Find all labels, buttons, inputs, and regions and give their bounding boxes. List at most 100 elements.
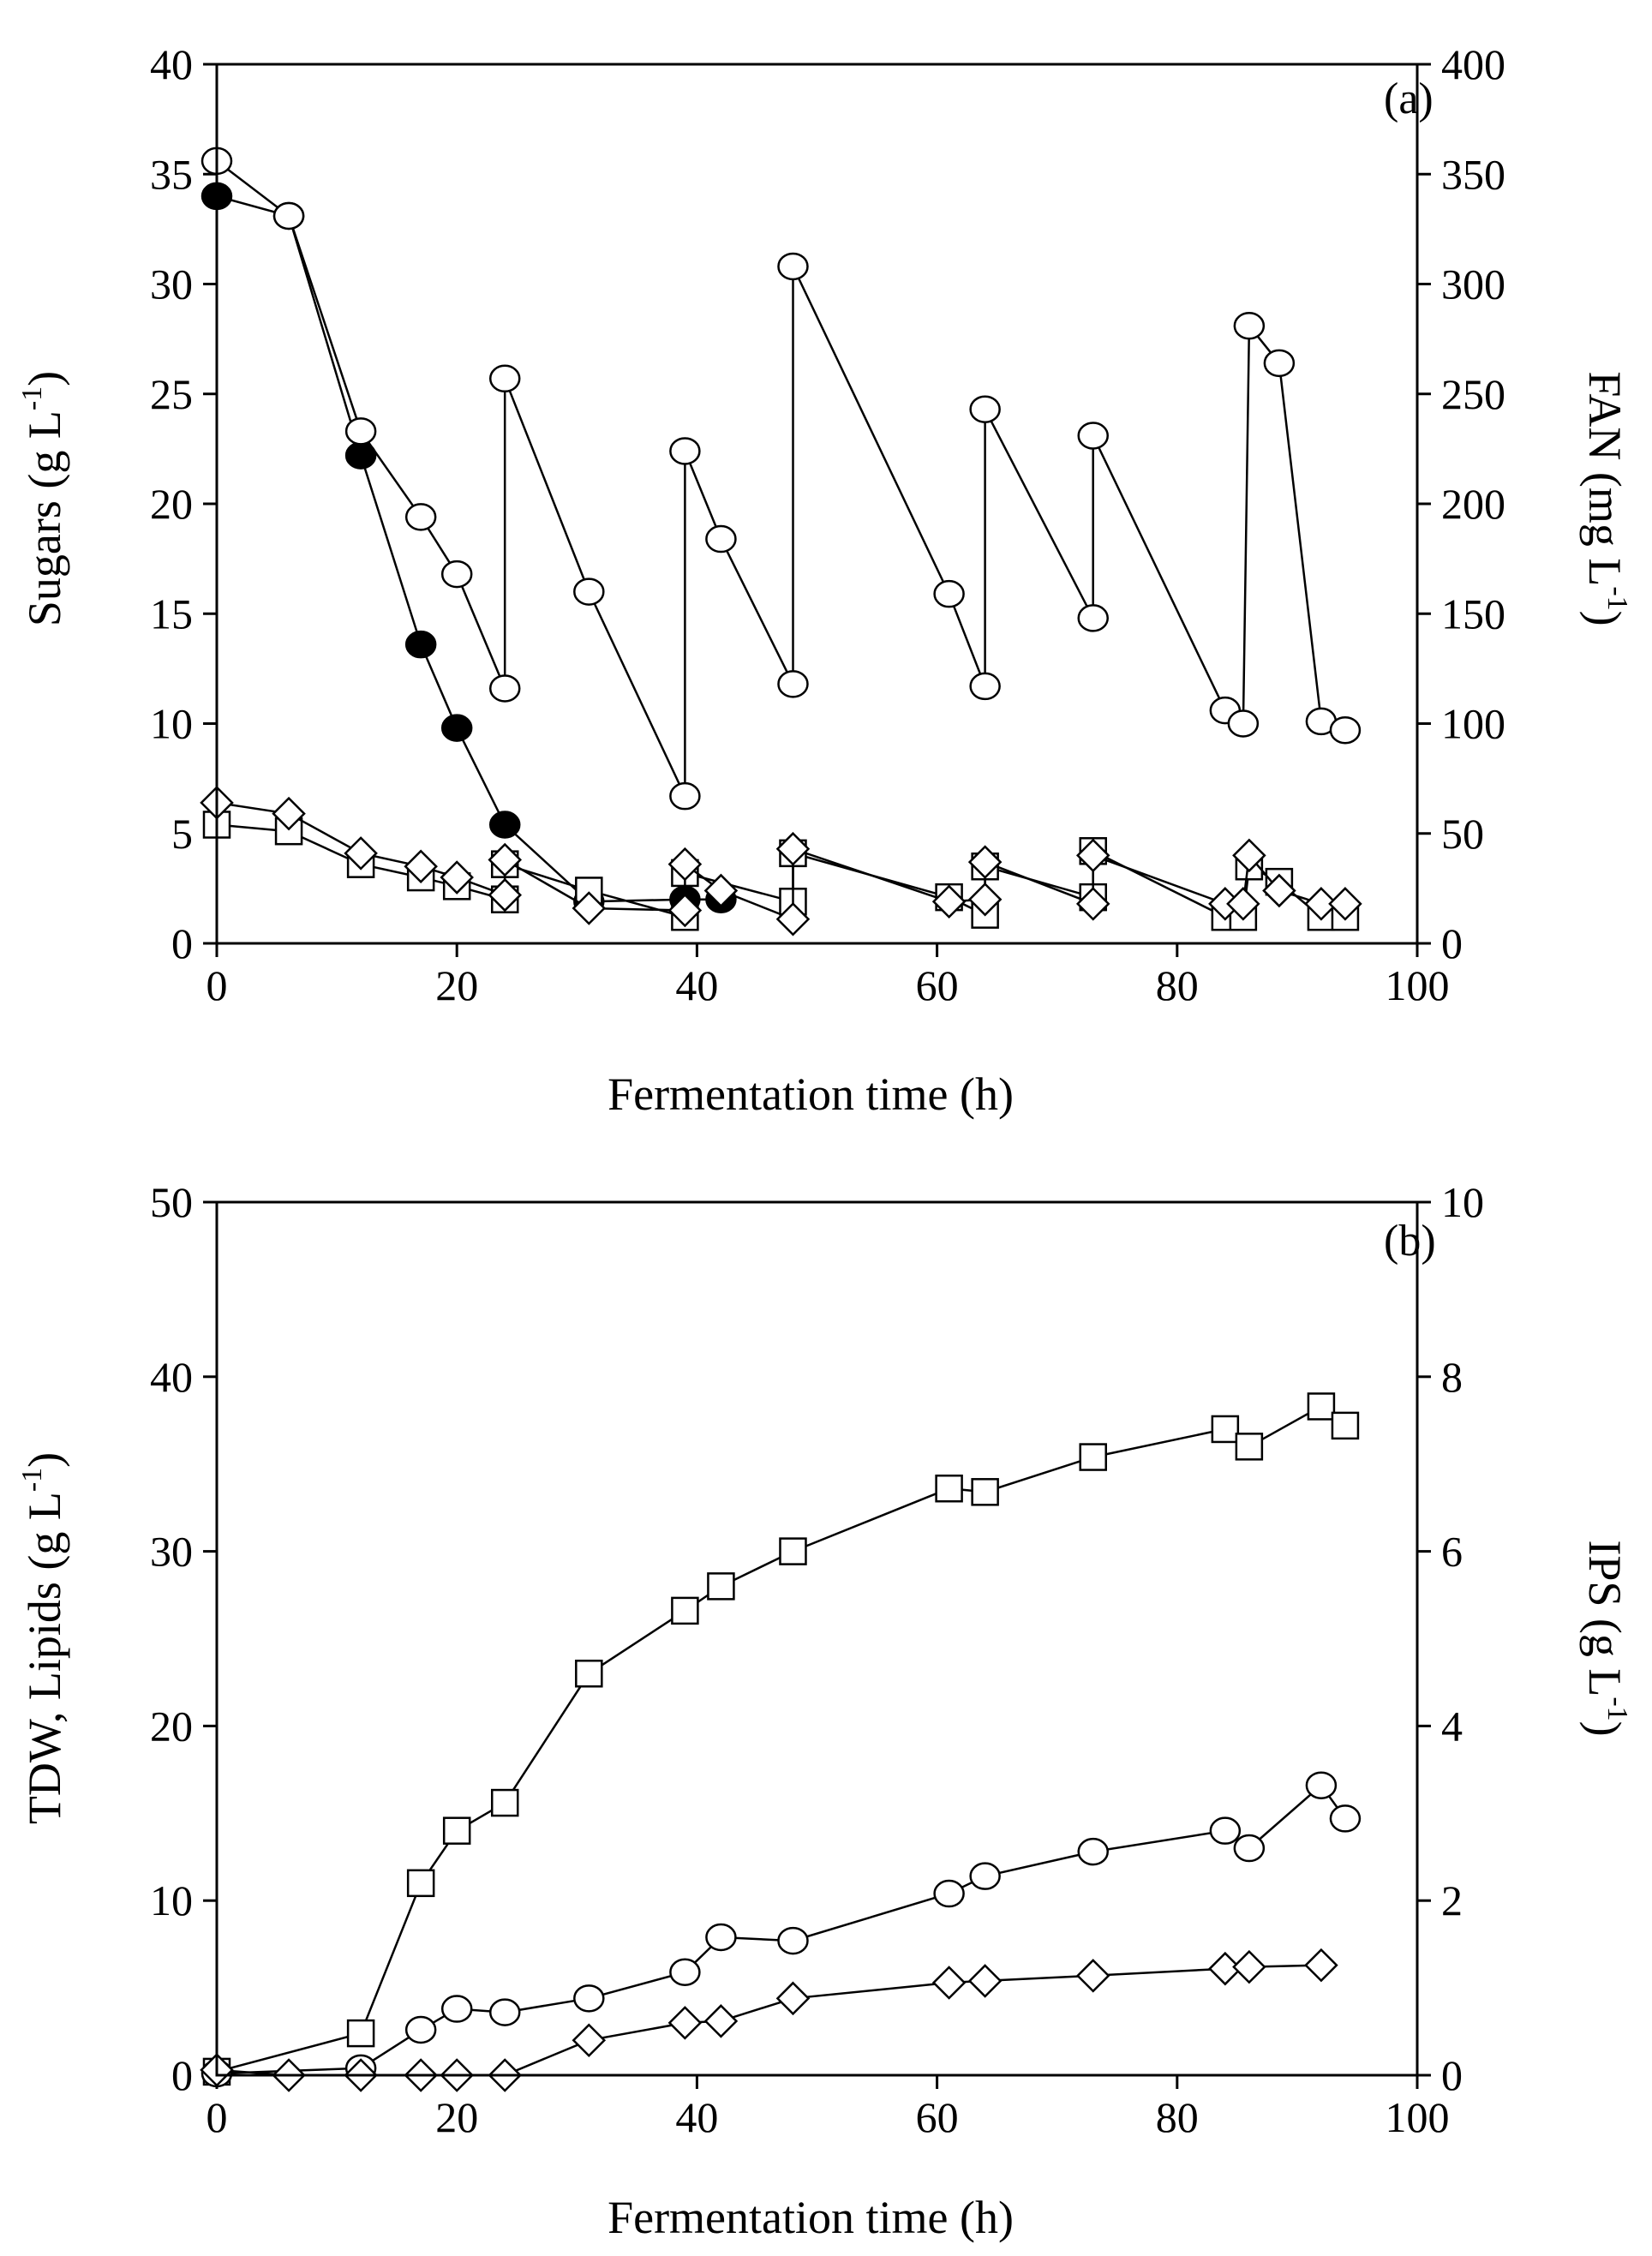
panel-a-series-circle-open-point: [488, 674, 521, 703]
panel-a-series-circle-filled-point: [404, 630, 437, 659]
panel-b-x-tick-label: 80: [1156, 2093, 1199, 2141]
panel-a-series-diamond-open-point: [404, 849, 438, 883]
panel-b-right-y-tick-label: 10: [1441, 1178, 1484, 1226]
panel-a-right-axis-title-end: ): [1579, 611, 1631, 626]
panel-a-series-diamond-open-point: [1075, 887, 1110, 921]
panel-b-left-axis-title-sup: -1: [16, 1468, 48, 1492]
panel-b-series-diamond-open-point: [1208, 1951, 1242, 1986]
panel-a-series-diamond-open-point: [667, 847, 703, 882]
panel-a-label: (a): [1384, 75, 1434, 123]
panel-a-series-diamond-open-point: [1075, 838, 1110, 873]
panel-a-left-y-tick-label: 0: [171, 919, 193, 967]
panel-b-series-square-open-point: [442, 1816, 471, 1845]
panel-a-series-circle-open-point: [404, 503, 437, 531]
panel-a-left-axis-title-end: ): [19, 371, 70, 386]
panel-b-x-tick-label: 0: [206, 2093, 228, 2141]
panel-b-series-circle-open-point: [1233, 1834, 1266, 1863]
panel-b-series-square-open-point: [575, 1660, 603, 1688]
panel-a-right-axis-title-sup: -1: [1601, 586, 1633, 610]
panel-a-series-circle-open-point: [573, 577, 605, 606]
panel-a-series-diamond-open-point: [967, 882, 1003, 917]
panel-b-series-square-open-point: [707, 1572, 735, 1601]
panel-a-series-circle-open-point: [1233, 311, 1266, 340]
panel-a-series-diamond-open-point: [344, 836, 378, 871]
panel-b-series-square-open-point: [671, 1596, 699, 1625]
panel-b-series-diamond-open-point: [775, 1981, 811, 2016]
panel-a-series-diamond-open-point: [775, 831, 811, 866]
panel-b-series-circle-open-point: [488, 1998, 521, 2026]
panel-a-x-tick-label: 80: [1156, 961, 1199, 1009]
panel-b-series-diamond-open-point: [1075, 1959, 1110, 1993]
panel-a-series-diamond-open-point: [1328, 887, 1362, 921]
panel-a-series-circle-open-point: [969, 395, 1001, 423]
panel-a-series-diamond-open-point: [967, 845, 1003, 879]
panel-a-series-circle-open-point: [669, 437, 701, 465]
panel-b-series-square-open-point: [490, 1788, 519, 1817]
panel-a-left-y-tick-label: 30: [150, 260, 193, 308]
panel-b-right-y-tick-label: 0: [1441, 2051, 1463, 2099]
panel-a-x-axis-title: Fermentation time (h): [608, 1068, 1014, 1120]
panel-b-right-axis-title-end: ): [1579, 1721, 1631, 1737]
panel-a-series-circle-open-point: [705, 524, 737, 554]
panel-a-series-circle-open-point: [272, 201, 305, 230]
panel-b-left-y-tick-label: 20: [150, 1702, 193, 1750]
panel-a-left-y-tick-label: 25: [150, 370, 193, 418]
panel-a-series-circle-open-point: [777, 252, 809, 281]
panel-a-right-y-tick-label: 250: [1441, 370, 1505, 418]
panel-a-series-diamond-open-point: [931, 884, 967, 919]
panel-a-right-y-tick-label: 350: [1441, 150, 1505, 198]
panel-b-right-axis-title-sup: -1: [1601, 1696, 1633, 1720]
panel-b-series-diamond-open-point: [667, 2006, 703, 2040]
panel-b-left-y-tick-label: 10: [150, 1876, 193, 1924]
panel-a-right-y-tick-label: 50: [1441, 810, 1484, 858]
panel-b-left-axis-title-end: ): [19, 1452, 70, 1468]
panel-a-right-axis-title-main: FAN (mg L: [1579, 371, 1631, 586]
panel-a-series-diamond-open-point: [1232, 838, 1266, 873]
panel-b-right-y-tick-label: 4: [1441, 1702, 1463, 1750]
panel-b-series-circle-open-point: [404, 2015, 437, 2044]
panel-b-series-square-open-point: [346, 2019, 375, 2048]
panel-b-series-square-open-point: [1079, 1443, 1107, 1471]
panel-a-series-circle-open-point: [933, 579, 965, 608]
panel-a-series-circle-filled-point: [440, 714, 473, 742]
panel-a-x-tick-label: 60: [916, 961, 959, 1009]
panel-a-series-diamond-open-point: [703, 873, 739, 908]
panel-b-right-y-tick-label: 8: [1441, 1353, 1463, 1401]
panel-a-series-diamond-open-point: [775, 902, 811, 937]
panel-a-left-axis-title-sup: -1: [16, 386, 48, 410]
panel-b-series-circle-open-point: [933, 1879, 965, 1908]
panel-a-series-circle-open-point: [488, 364, 521, 393]
panel-b-right-axis-title-main: IPS (g L: [1579, 1540, 1631, 1696]
panel-b-series-circle-open-point: [969, 1862, 1001, 1890]
panel-b-series-circle-open-point: [1329, 1804, 1362, 1833]
panel-b-series-diamond-open-point: [703, 2004, 739, 2038]
panel-a-series-circle-open-point: [440, 560, 473, 589]
panel-a-left-y-tick-label: 35: [150, 150, 193, 198]
panel-b-series-diamond-open-point: [1232, 1949, 1266, 1984]
panel-b-left-y-tick-label: 30: [150, 1528, 193, 1576]
panel-a-series-circle-open-point: [777, 670, 809, 698]
panel-a-right-y-tick-label: 150: [1441, 589, 1505, 637]
panel-b-x-tick-label: 100: [1386, 2093, 1450, 2141]
panel-b-series-square-open-point: [1331, 1411, 1360, 1440]
panel-b-series-square-open-point: [406, 1869, 435, 1898]
panel-b-series-square-open-point: [1307, 1392, 1336, 1421]
panel-a-series-diamond-open-point: [1304, 887, 1338, 921]
panel-a-series-diamond-open-point: [488, 842, 523, 877]
panel-a-x-tick-label: 40: [675, 961, 718, 1009]
panel-a-right-y-tick-label: 100: [1441, 700, 1505, 748]
panel-a-plot-frame: [215, 63, 1419, 945]
panel-a-x-tick-label: 0: [206, 961, 228, 1009]
panel-b-series: [200, 1392, 1362, 2092]
panel-b-series-circle-open-point: [1305, 1771, 1338, 1799]
panel-a-right-y-tick-label: 0: [1441, 919, 1463, 967]
panel-b-series-diamond-open-point: [1304, 1948, 1338, 1983]
panel-a-left-axis-title-main: Sugars (g L: [19, 410, 70, 626]
panel-a-ticks: 0 20 40 60 80 1000510152025303540050100150200…: [150, 40, 1505, 1009]
panel-b-series-diamond-open-point: [572, 2023, 607, 2058]
panel-a-series-diamond-open-point: [1262, 873, 1296, 908]
panel-a-left-y-tick-label: 15: [150, 589, 193, 637]
